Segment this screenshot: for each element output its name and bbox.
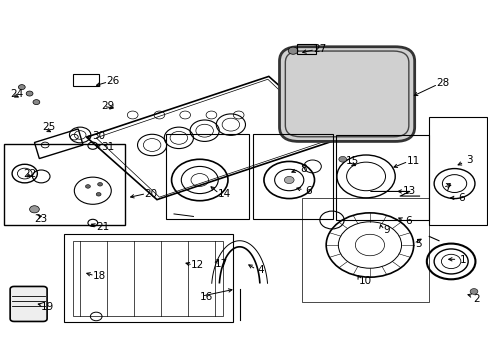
Text: 21: 21 xyxy=(96,222,109,232)
Text: 28: 28 xyxy=(435,78,448,88)
Text: 22: 22 xyxy=(23,168,36,179)
Text: 2: 2 xyxy=(473,294,479,303)
Bar xyxy=(63,234,232,322)
Text: 14: 14 xyxy=(217,189,230,199)
Text: 1: 1 xyxy=(459,255,466,265)
Text: 30: 30 xyxy=(92,131,105,141)
Bar xyxy=(296,44,316,54)
Text: 5: 5 xyxy=(414,239,421,249)
Circle shape xyxy=(26,91,33,96)
Bar xyxy=(73,74,99,86)
Circle shape xyxy=(98,183,102,186)
Text: 25: 25 xyxy=(42,122,56,132)
Circle shape xyxy=(284,176,293,184)
Circle shape xyxy=(33,100,40,105)
Text: 9: 9 xyxy=(383,225,389,235)
Text: 11: 11 xyxy=(406,156,419,166)
Text: 15: 15 xyxy=(345,156,358,166)
Text: 6: 6 xyxy=(457,193,464,203)
Text: 3: 3 xyxy=(465,156,471,165)
FancyBboxPatch shape xyxy=(279,47,414,141)
Text: 12: 12 xyxy=(191,260,204,270)
Text: 6: 6 xyxy=(405,216,411,226)
Text: 17: 17 xyxy=(214,259,227,269)
Circle shape xyxy=(30,206,39,213)
Text: 31: 31 xyxy=(101,142,114,152)
Circle shape xyxy=(469,289,477,294)
Bar xyxy=(335,135,428,220)
Bar xyxy=(301,198,428,302)
Bar xyxy=(165,134,249,219)
Circle shape xyxy=(338,157,346,162)
Bar xyxy=(428,117,486,225)
Text: 16: 16 xyxy=(200,292,213,302)
Text: 23: 23 xyxy=(35,213,48,224)
Text: 6: 6 xyxy=(305,186,311,197)
Text: 24: 24 xyxy=(10,89,23,99)
Circle shape xyxy=(85,185,90,188)
Bar xyxy=(73,241,223,316)
FancyBboxPatch shape xyxy=(10,287,47,321)
Bar xyxy=(4,144,125,225)
Text: 26: 26 xyxy=(106,76,120,86)
Text: 18: 18 xyxy=(93,271,106,281)
Text: 10: 10 xyxy=(358,276,371,286)
Text: 13: 13 xyxy=(403,186,416,197)
Circle shape xyxy=(96,193,101,196)
Text: 29: 29 xyxy=(102,101,115,111)
Text: 4: 4 xyxy=(257,265,264,275)
Text: 8: 8 xyxy=(300,163,306,174)
Text: 19: 19 xyxy=(41,302,54,312)
Text: 20: 20 xyxy=(144,189,158,199)
Circle shape xyxy=(19,85,25,90)
Bar xyxy=(253,134,333,219)
Text: 7: 7 xyxy=(444,183,450,193)
Text: 27: 27 xyxy=(313,44,326,54)
Circle shape xyxy=(287,47,297,54)
